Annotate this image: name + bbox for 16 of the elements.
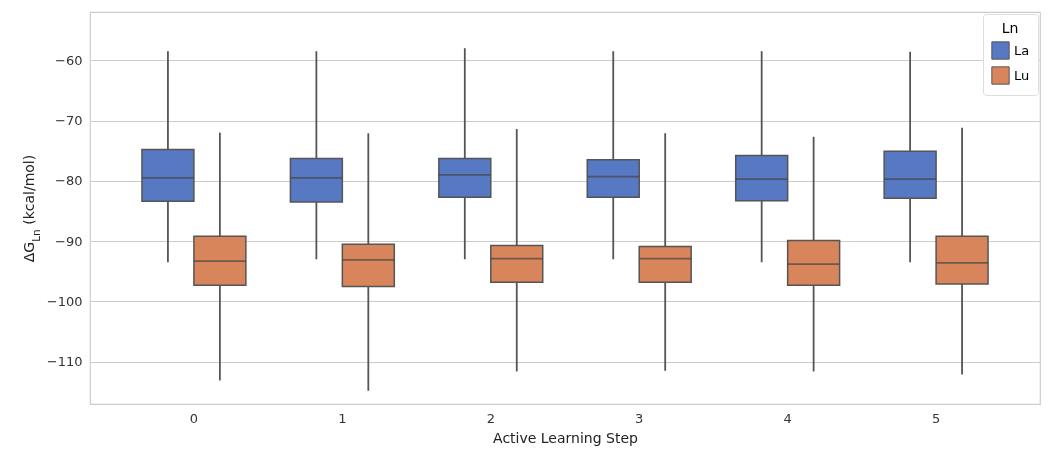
legend-label: La xyxy=(1014,42,1030,58)
x-tick-label: 4 xyxy=(783,410,792,426)
y-tick-label: −110 xyxy=(46,354,83,370)
legend-label: Lu xyxy=(1014,67,1030,83)
x-tick-label: 1 xyxy=(338,410,347,426)
y-tick-label: −80 xyxy=(55,173,83,189)
y-tick-label: −60 xyxy=(55,52,83,68)
x-tick-label: 0 xyxy=(189,410,199,426)
legend-title: Ln xyxy=(1001,20,1019,36)
y-tick-label: −90 xyxy=(55,233,83,249)
x-tick-label: 2 xyxy=(486,410,495,426)
y-tick-label: −70 xyxy=(55,113,83,129)
x-tick-label: 3 xyxy=(635,410,644,426)
y-tick-label: −100 xyxy=(46,293,83,309)
x-tick-label: 5 xyxy=(931,410,941,426)
x-axis-title: Active Learning Step xyxy=(493,429,639,446)
